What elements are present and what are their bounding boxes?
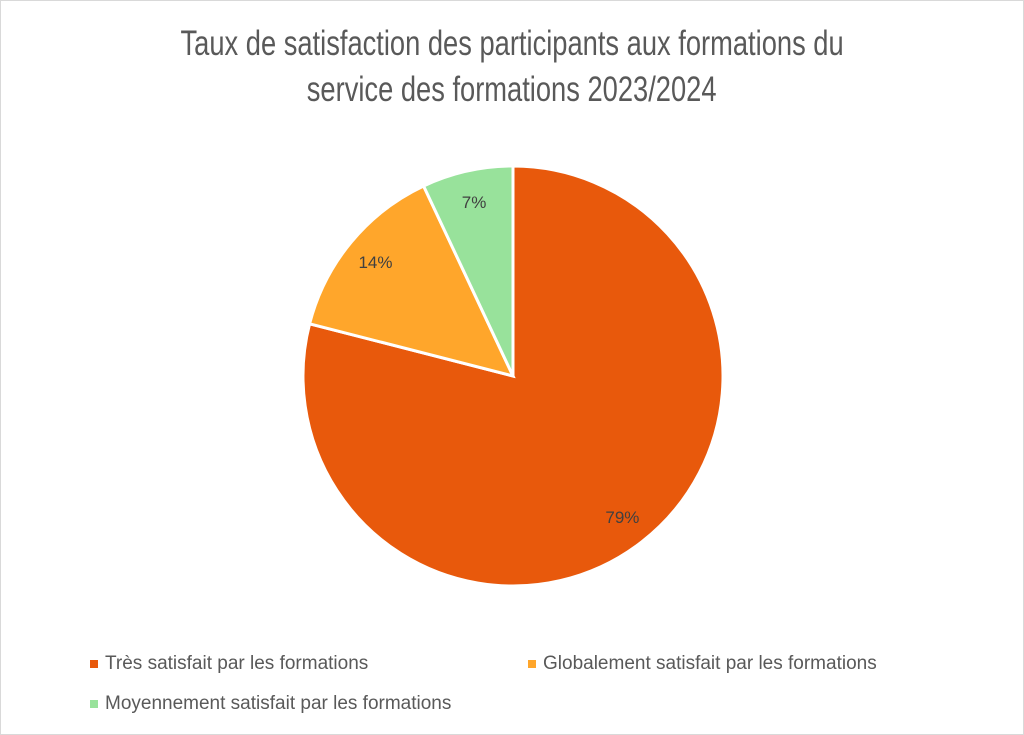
data-label-0: 79% — [605, 508, 639, 527]
chart-title-line-2: service des formations 2023/2024 — [307, 70, 717, 109]
legend-swatch — [528, 660, 536, 668]
legend-swatch — [90, 700, 98, 708]
legend-label: Globalement satisfait par les formations — [543, 653, 877, 674]
pie-slice-1 — [307, 183, 516, 379]
pie-slice-2 — [421, 164, 515, 377]
legend-swatch — [90, 660, 98, 668]
data-label-1: 14% — [358, 253, 392, 272]
legend-item-tres-satisfait: Très satisfait par les formations — [90, 653, 368, 675]
data-label-2: 7% — [462, 193, 487, 212]
legend-item-moyennement-satisfait: Moyennement satisfait par les formations — [90, 693, 451, 715]
legend-label: Très satisfait par les formations — [105, 653, 369, 674]
legend-item-globalement-satisfait: Globalement satisfait par les formations — [528, 653, 877, 675]
chart-title: Taux de satisfaction des participants au… — [1, 21, 1023, 113]
chart-title-line-1: Taux de satisfaction des participants au… — [180, 24, 844, 63]
legend-label: Moyennement satisfait par les formations — [105, 693, 452, 714]
